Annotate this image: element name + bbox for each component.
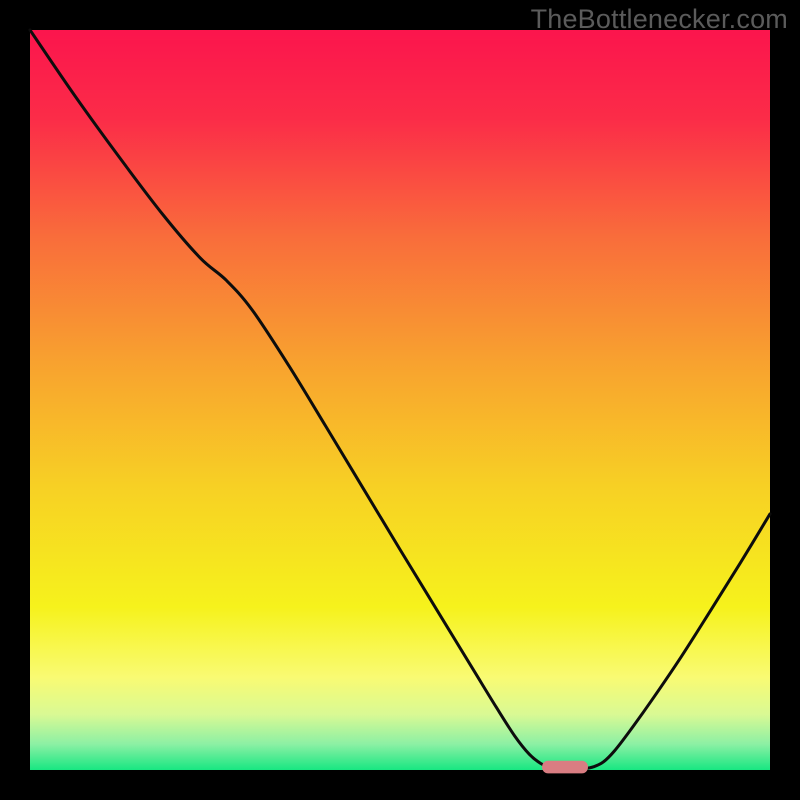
chart-stage: TheBottlenecker.com	[0, 0, 800, 800]
optimum-marker	[542, 761, 588, 774]
plot-background	[30, 30, 770, 770]
watermark-text: TheBottlenecker.com	[531, 4, 788, 35]
bottleneck-chart	[0, 0, 800, 800]
